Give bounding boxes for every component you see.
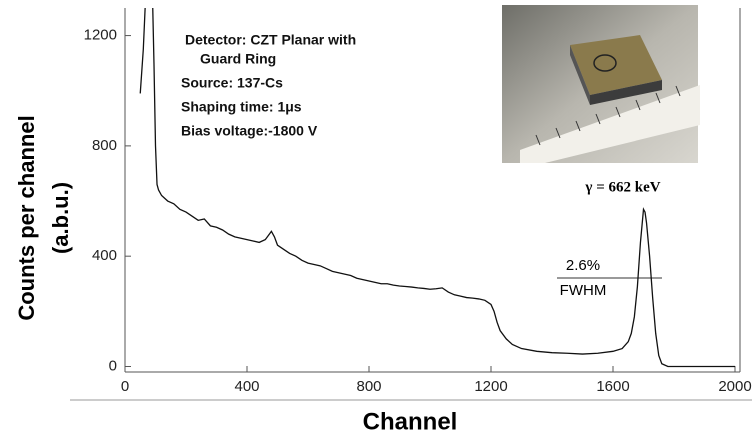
- x-tick-label: 1200: [474, 378, 507, 395]
- inset-photo: [502, 5, 700, 163]
- x-tick-label: 800: [356, 378, 381, 395]
- y-tick-label: 800: [92, 137, 117, 154]
- annotation: Guard Ring: [200, 51, 276, 67]
- annotation: Shaping time: 1μs: [181, 99, 302, 115]
- x-tick-label: 2000: [718, 378, 751, 395]
- annotation: Source: 137-Cs: [181, 75, 283, 91]
- annotation: Detector: CZT Planar with: [185, 32, 356, 48]
- y-tick-label: 1200: [84, 27, 117, 44]
- x-tick-label: 1600: [596, 378, 629, 395]
- fwhm-value: 2.6%: [566, 257, 600, 274]
- fwhm-label: FWHM: [560, 282, 607, 299]
- y-axis-unit: (a.b.u.): [48, 182, 73, 254]
- x-tick-label: 400: [234, 378, 259, 395]
- spectrum-line: [139, 8, 735, 368]
- y-tick-label: 0: [109, 357, 117, 374]
- y-tick-label: 400: [92, 247, 117, 264]
- peak-label: γ = 662 keV: [584, 179, 660, 195]
- annotation: Bias voltage:-1800 V: [181, 123, 318, 139]
- x-tick-label: 0: [121, 378, 129, 395]
- y-axis-label: Counts per channel: [14, 115, 39, 320]
- x-axis-label: Channel: [363, 408, 458, 435]
